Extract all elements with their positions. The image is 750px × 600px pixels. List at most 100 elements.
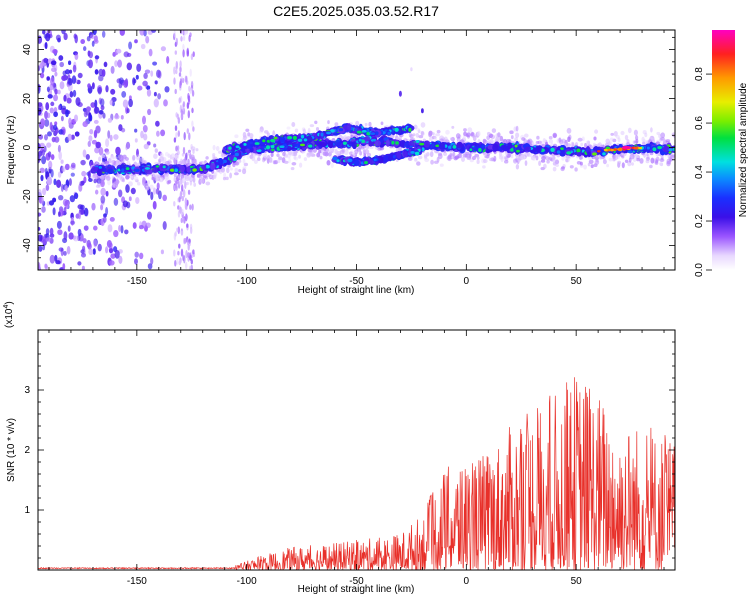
spectrogram-cell-4161: [627, 150, 633, 154]
spectrogram-cell-113: [66, 246, 71, 255]
spectrogram-cell-1290: [564, 157, 570, 163]
spectrogram-cell-4143: [560, 147, 564, 151]
spectrogram-cell-667: [156, 178, 161, 182]
spectrogram-cell-333: [91, 202, 96, 211]
spectrogram-cell-1542: [171, 153, 175, 157]
spectrogram-cell-224: [139, 252, 144, 260]
spectrogram-cell-435: [97, 86, 102, 95]
spectrogram-cell-424: [110, 65, 115, 74]
spectrogram-cell-1387: [221, 152, 225, 159]
spectrogram-cell-21: [152, 200, 157, 210]
spectrogram-cell-332: [82, 149, 87, 158]
spectrogram-cell-1877: [269, 157, 273, 163]
spectrogram-cell-363: [83, 207, 89, 217]
spectrogram-cell-1869: [164, 160, 170, 166]
spectrogram-cell-213: [134, 258, 138, 265]
spectrogram-cell-155: [80, 38, 86, 45]
spectrogram-cell-4748: [273, 136, 278, 140]
spectrogram-cell-644: [178, 97, 181, 104]
spectrogram-cell-519: [181, 196, 184, 202]
spectrogram-cell-702: [627, 127, 632, 134]
spectrogram-cell-2173: [160, 176, 164, 181]
spectrogram-cell-862: [581, 136, 585, 142]
spectrogram-cell-419: [59, 81, 65, 90]
spectrogram-cell-487: [40, 196, 44, 205]
spectrogram-cell-2178: [176, 150, 180, 156]
spectrogram-cell-1609: [577, 137, 583, 142]
spectrogram-cell-410: [123, 79, 128, 88]
spectrogram-cell-973: [472, 155, 476, 161]
spectrogram-cell-4043: [550, 147, 555, 152]
spectrogram-cell-1672: [234, 168, 239, 173]
spectrogram-cell-1656: [326, 160, 331, 166]
spectrogram-cell-81: [88, 135, 93, 142]
spectrogram-cell-1961: [154, 148, 158, 153]
spectrogram-cell-482: [50, 76, 55, 86]
spectrogram-cell-640: [188, 85, 191, 92]
spectrogram-cell-1784: [153, 153, 158, 159]
spectrogram-cell-398: [120, 114, 124, 120]
spectrogram-cell-100: [160, 129, 166, 137]
spectrogram-cell-615: [186, 223, 189, 228]
spectrogram-cell-691: [186, 152, 190, 156]
spectrogram-cell-282: [38, 212, 42, 217]
spectrogram-cell-4213: [478, 148, 482, 152]
spectrogram-cell-1987: [426, 152, 430, 157]
spectrogram-cell-1124: [298, 154, 302, 159]
spectrogram-cell-360: [72, 64, 77, 73]
spectrogram-cell-4180: [514, 144, 518, 148]
spectrogram-cell-1590: [515, 164, 520, 170]
spectrogram-cell-12: [114, 60, 118, 67]
spectrogram-cell-468: [73, 33, 77, 39]
spectrogram-cell-2078: [466, 132, 472, 137]
spectrogram-cell-486: [128, 98, 133, 108]
spectrogram-cell-4873: [330, 129, 335, 133]
spectrogram-cell-2177: [423, 153, 428, 159]
spectrogram-cell-137: [162, 221, 167, 230]
spectrogram-cell-2155: [151, 177, 155, 181]
spectrogram-cell-1472: [355, 120, 360, 127]
spectrogram-cell-1985: [291, 162, 297, 166]
spectrogram-cell-544: [191, 89, 195, 97]
spectrogram-cell-656: [173, 66, 176, 75]
spectrogram-cell-710: [649, 152, 654, 156]
spectrogram-cell-15: [81, 265, 85, 270]
spectrogram-cell-642: [186, 51, 189, 57]
spectrogram-cell-427: [42, 187, 47, 196]
spectrogram-cell-2257: [519, 155, 523, 159]
spectrogram-cell-43: [54, 136, 60, 143]
spectrogram-cell-464: [62, 198, 68, 207]
spectrogram-cell-1066: [415, 132, 420, 138]
spectrogram-cell-1750: [185, 159, 189, 164]
spectrogram-cell-309: [38, 150, 43, 157]
spectrogram-cell-1227: [580, 142, 584, 147]
spectrogram-cell-104: [59, 61, 65, 68]
spectrogram-cell-403: [63, 231, 68, 241]
spectrogram-cell-214: [94, 69, 99, 75]
spectrogram-cell-364: [77, 228, 82, 237]
spectrogram-cell-1602: [288, 157, 291, 164]
spectrogram-cell-470: [143, 133, 148, 141]
spectrogram-cell-641: [185, 204, 188, 210]
spectrogram-cell-484: [53, 94, 58, 102]
spectrogram-cell-1137: [463, 128, 467, 132]
spectrogram-cell-2100: [122, 178, 125, 183]
spectrogram-cell-430: [45, 237, 51, 242]
spectrogram-cell-421: [45, 32, 51, 42]
spectrogram-cell-927: [641, 136, 645, 142]
spectrogram-cell-9: [155, 120, 160, 127]
spectrogram-cell-1022: [659, 158, 665, 163]
spectrogram-cell-1074: [615, 134, 620, 139]
spectrogram-cell-2091: [286, 126, 291, 130]
spectrogram-cell-1969: [272, 130, 276, 137]
spectrogram-cell-4100: [652, 147, 657, 152]
spectrogram-cell-439: [132, 77, 136, 86]
spectrogram-cell-531: [188, 132, 191, 141]
spectrogram-cell-1536: [416, 127, 420, 132]
spectrogram-cell-284: [105, 138, 110, 148]
spectrogram-cell-1161: [660, 132, 666, 139]
spectrogram-cell-1713: [433, 160, 439, 164]
spectrogram-cell-117: [142, 115, 146, 125]
spectrogram-cell-584: [182, 35, 186, 41]
spectrogram-cell-1637: [127, 181, 133, 187]
